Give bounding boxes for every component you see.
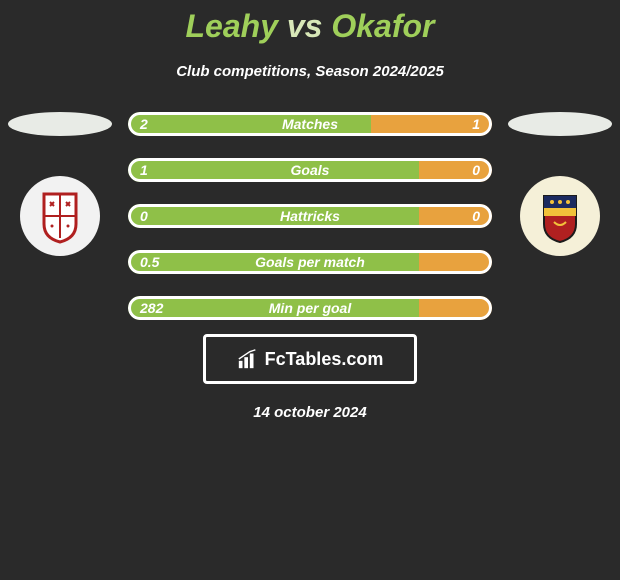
left-side <box>8 112 112 256</box>
fctables-logo[interactable]: FcTables.com <box>203 334 417 384</box>
subtitle: Club competitions, Season 2024/2025 <box>0 63 620 80</box>
stat-label: Goals <box>291 162 330 178</box>
logo-text: FcTables.com <box>265 349 384 370</box>
player2-name: Okafor <box>331 8 434 44</box>
crest-left-svg <box>20 176 100 256</box>
crest-right-svg <box>520 176 600 256</box>
right-side <box>508 112 612 256</box>
stat-bar: Goals 1 0 <box>128 158 492 182</box>
stat-value-right: 1 <box>472 116 480 132</box>
stat-bar-right-fill <box>419 296 492 320</box>
vs-separator: vs <box>287 8 323 44</box>
stat-label: Min per goal <box>269 300 351 316</box>
player1-name: Leahy <box>186 8 278 44</box>
bar-chart-icon <box>237 348 259 370</box>
page-title: Leahy vs Okafor <box>0 8 620 45</box>
comparison-card: Leahy vs Okafor Club competitions, Seaso… <box>0 0 620 421</box>
stat-bar-right-fill <box>419 204 492 228</box>
stat-value-right: 0 <box>472 208 480 224</box>
stat-label: Goals per match <box>255 254 365 270</box>
player2-club-crest <box>520 176 600 256</box>
stat-bar: Hattricks 0 0 <box>128 204 492 228</box>
stat-bar: Matches 2 1 <box>128 112 492 136</box>
stat-label: Matches <box>282 116 338 132</box>
stat-value-left: 0.5 <box>140 254 159 270</box>
stats-column: Matches 2 1 Goals 1 0 Hattricks 0 0 Goals per mat… <box>112 112 508 320</box>
stat-value-left: 0 <box>140 208 148 224</box>
main-row: Matches 2 1 Goals 1 0 Hattricks 0 0 Goals per mat… <box>0 112 620 320</box>
stat-bar: Min per goal 282 <box>128 296 492 320</box>
player1-avatar-placeholder <box>8 112 112 136</box>
stat-bar-left-fill <box>128 158 419 182</box>
stat-bar: Goals per match 0.5 <box>128 250 492 274</box>
snapshot-date: 14 october 2024 <box>0 404 620 421</box>
stat-bar-left-fill <box>128 204 419 228</box>
player1-club-crest <box>20 176 100 256</box>
stat-value-right: 0 <box>472 162 480 178</box>
stat-value-left: 2 <box>140 116 148 132</box>
stat-bar-right-fill <box>419 158 492 182</box>
stat-value-left: 282 <box>140 300 163 316</box>
stat-bar-right-fill <box>419 250 492 274</box>
stat-value-left: 1 <box>140 162 148 178</box>
stat-label: Hattricks <box>280 208 340 224</box>
player2-avatar-placeholder <box>508 112 612 136</box>
